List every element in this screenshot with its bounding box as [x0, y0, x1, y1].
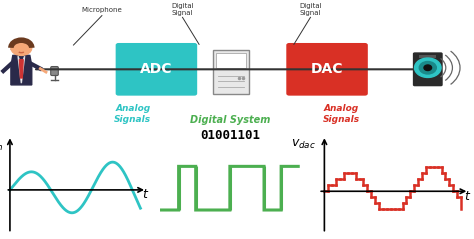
Text: $v_{dac}$: $v_{dac}$	[291, 138, 316, 152]
FancyBboxPatch shape	[116, 43, 197, 96]
Polygon shape	[19, 60, 23, 78]
Text: Digital
Signal: Digital Signal	[299, 3, 322, 16]
Text: $v_{in}$: $v_{in}$	[0, 140, 4, 153]
Text: Digital
Signal: Digital Signal	[171, 3, 194, 16]
Text: $t$: $t$	[464, 190, 472, 203]
Text: Microphone: Microphone	[82, 7, 122, 13]
Text: Analog
Signals: Analog Signals	[323, 104, 360, 125]
Text: DAC: DAC	[311, 62, 343, 76]
FancyBboxPatch shape	[413, 52, 443, 86]
Polygon shape	[18, 56, 25, 83]
Text: 01001101: 01001101	[200, 129, 260, 142]
Circle shape	[419, 61, 437, 74]
Circle shape	[11, 40, 32, 55]
Text: Digital System: Digital System	[190, 114, 270, 125]
Polygon shape	[11, 55, 32, 85]
Text: Analog
Signals: Analog Signals	[114, 104, 151, 125]
Text: $t$: $t$	[142, 188, 149, 201]
FancyBboxPatch shape	[213, 50, 249, 94]
FancyBboxPatch shape	[286, 43, 368, 96]
Text: ADC: ADC	[140, 62, 173, 76]
Bar	[419, 55, 436, 58]
Bar	[216, 53, 246, 68]
Circle shape	[415, 58, 441, 77]
FancyBboxPatch shape	[51, 66, 58, 76]
Circle shape	[424, 65, 432, 71]
